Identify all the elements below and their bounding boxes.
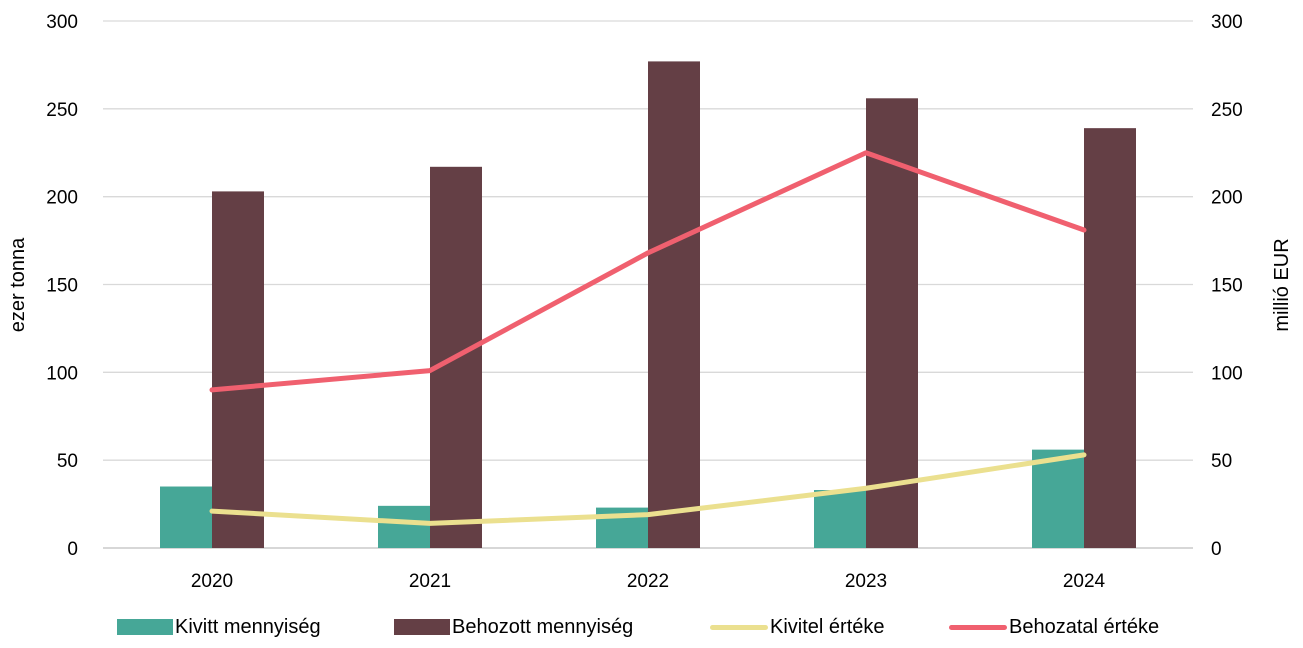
legend-item-kivitel-erteke: Kivitel értéke — [710, 612, 885, 642]
chart: 0 50 100 150 200 250 300 0 50 100 150 200 250 300 20… — [7, 12, 1293, 592]
legend: Kivitt mennyiség Behozott mennyiség Kivi… — [0, 612, 1303, 648]
y-tick-label: 0 — [67, 539, 78, 560]
bar-kivitt-mennyiség-2024 — [1032, 449, 1084, 548]
y-tick-label: 300 — [46, 12, 78, 33]
y-tick-label: 100 — [46, 363, 78, 384]
y-tick-label: 250 — [46, 100, 78, 121]
legend-label: Kivitel értéke — [770, 615, 885, 638]
legend-swatch-behozatal-erteke — [949, 624, 1007, 630]
legend-label: Kivitt mennyiség — [175, 615, 321, 638]
x-tick-label: 2021 — [409, 571, 451, 592]
bar-behozott-mennyiség-2022 — [648, 61, 700, 549]
bar-behozott-mennyiség-2023 — [866, 98, 918, 548]
legend-swatch-kivitt-mennyiseg — [117, 619, 173, 635]
lines — [209, 150, 1087, 526]
y2-tick-label: 50 — [1211, 451, 1232, 472]
right-axis-title: millió EUR — [1271, 238, 1293, 331]
x-tick-label: 2024 — [1063, 571, 1106, 592]
y2-tick-label: 300 — [1211, 12, 1243, 33]
legend-label: Behozott mennyiség — [452, 615, 634, 638]
left-axis-title: ezer tonna — [7, 237, 29, 332]
y2-tick-label: 250 — [1211, 100, 1243, 121]
bar-behozott-mennyiség-2020 — [212, 191, 264, 548]
bars — [160, 61, 1136, 549]
x-axis: 2020 2021 2022 2023 2024 — [191, 571, 1106, 592]
right-axis: 0 50 100 150 200 250 300 — [1211, 12, 1243, 560]
y2-tick-label: 0 — [1211, 539, 1222, 560]
bar-kivitt-mennyiség-2020 — [160, 486, 212, 548]
y-tick-label: 50 — [57, 451, 78, 472]
left-axis: 0 50 100 150 200 250 300 — [46, 12, 78, 560]
x-tick-label: 2022 — [627, 571, 669, 592]
bar-kivitt-mennyiség-2023 — [814, 490, 866, 548]
y2-tick-label: 150 — [1211, 276, 1243, 297]
bar-kivitt-mennyiség-2021 — [378, 505, 430, 548]
y2-tick-label: 100 — [1211, 363, 1243, 384]
legend-item-behozatal-erteke: Behozatal értéke — [949, 612, 1159, 642]
legend-swatch-kivitel-erteke — [710, 624, 768, 630]
legend-item-behozott-mennyiseg: Behozott mennyiség — [394, 612, 633, 642]
y-tick-label: 200 — [46, 188, 78, 209]
y-tick-label: 150 — [46, 276, 78, 297]
line-behozatal-értéke — [209, 150, 1087, 393]
legend-swatch-behozott-mennyiseg — [394, 619, 450, 635]
x-tick-label: 2020 — [191, 571, 233, 592]
legend-label: Behozatal értéke — [1009, 615, 1160, 638]
x-tick-label: 2023 — [845, 571, 887, 592]
bar-behozott-mennyiség-2024 — [1084, 128, 1136, 548]
y2-tick-label: 200 — [1211, 188, 1243, 209]
legend-item-kivitt-mennyiseg: Kivitt mennyiség — [117, 612, 321, 642]
line-kivitel-értéke — [209, 452, 1087, 526]
